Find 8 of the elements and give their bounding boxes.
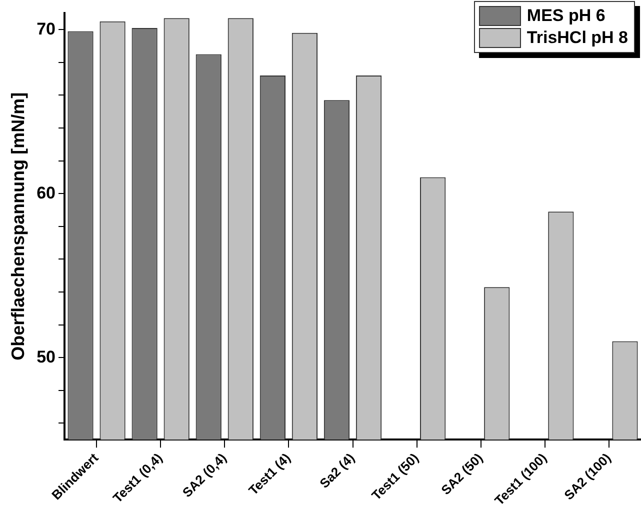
y-tick-label: 60 <box>36 183 56 202</box>
y-axis-title: Oberflaechenspannung [mN/m] <box>8 92 28 360</box>
y-tick-label: 70 <box>36 19 56 38</box>
legend-label: TrisHCl pH 8 <box>526 28 628 48</box>
x-tick-label: SA2 (50) <box>438 450 486 498</box>
legend-label: MES pH 6 <box>526 6 606 26</box>
y-tick-label: 50 <box>36 347 56 366</box>
x-tick-label: Sa2 (4) <box>316 450 358 491</box>
